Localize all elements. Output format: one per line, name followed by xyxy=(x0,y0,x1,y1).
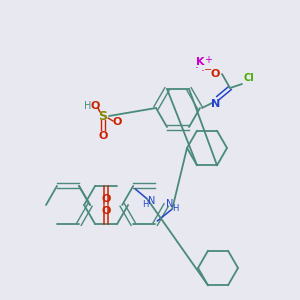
Text: ·: · xyxy=(195,62,199,76)
Text: H: H xyxy=(172,204,178,213)
Text: Cl: Cl xyxy=(244,73,254,83)
Text: O: O xyxy=(210,69,220,79)
Text: O: O xyxy=(101,206,111,216)
Text: H: H xyxy=(84,101,92,111)
Text: ·: · xyxy=(201,65,205,79)
Text: N: N xyxy=(166,199,173,209)
Text: O: O xyxy=(98,131,108,141)
Text: +: + xyxy=(204,55,212,65)
Text: N: N xyxy=(212,99,220,109)
Text: H: H xyxy=(142,200,148,209)
Text: N: N xyxy=(148,196,155,206)
Text: O: O xyxy=(112,117,122,127)
Text: O: O xyxy=(101,194,111,204)
Text: −: − xyxy=(204,65,212,75)
Text: S: S xyxy=(98,110,107,122)
Text: O: O xyxy=(90,101,100,111)
Text: K: K xyxy=(196,57,204,67)
